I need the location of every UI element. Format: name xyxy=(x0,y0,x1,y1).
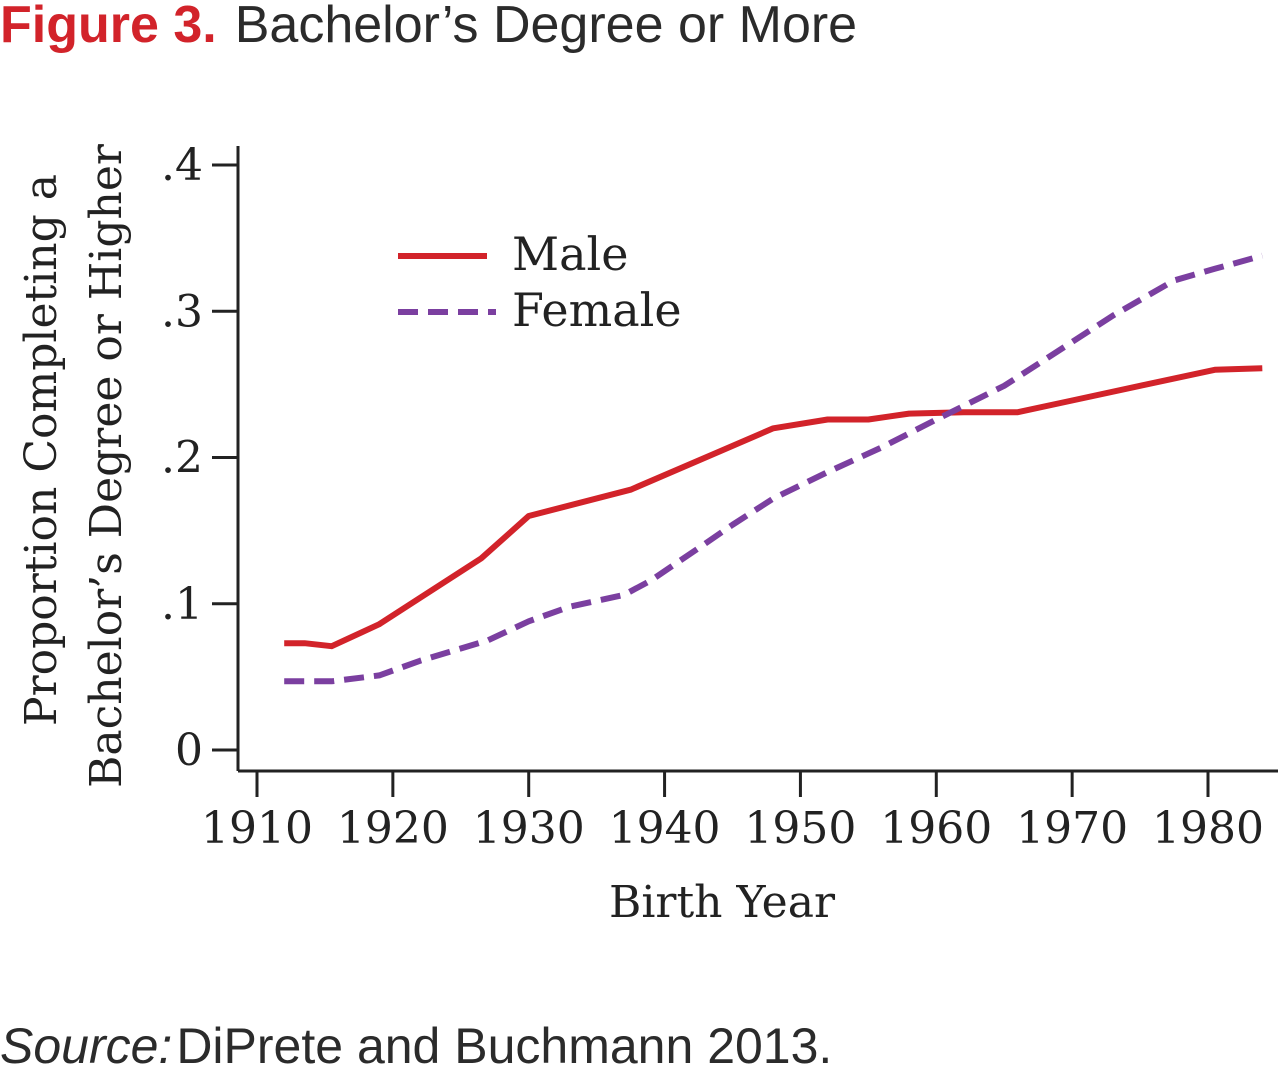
series-line-female xyxy=(284,252,1264,685)
x-tick-label: 1910 xyxy=(201,803,313,854)
x-tick-label: 1950 xyxy=(744,803,856,854)
figure-heading: Figure 3. Bachelor’s Degree or More xyxy=(0,0,857,54)
x-tick-label: 1920 xyxy=(337,803,449,854)
y-tick-label: .3 xyxy=(161,286,203,337)
series-layer xyxy=(284,252,1264,685)
y-ticks: 0 .1 .2 .3 .4 xyxy=(161,140,238,776)
legend-label-female: Female xyxy=(512,283,682,337)
x-tick-label: 1940 xyxy=(609,803,721,854)
y-tick-label: .4 xyxy=(161,140,203,191)
axes xyxy=(236,146,1278,773)
x-tick-label: 1960 xyxy=(880,803,992,854)
y-axis-title-line-1: Proportion Completing a xyxy=(16,174,67,726)
figure-label: Figure 3. xyxy=(0,0,217,54)
figure-title: Bachelor’s Degree or More xyxy=(235,0,857,54)
y-axis-title: Proportion Completing a Bachelor’s Degre… xyxy=(16,143,132,788)
legend: Male Female xyxy=(398,227,682,337)
x-tick-label: 1970 xyxy=(1016,803,1128,854)
x-ticks: 1910 1920 1930 1940 1950 1960 1970 1980 xyxy=(201,771,1264,854)
x-axis-title: Birth Year xyxy=(609,877,836,928)
x-tick-label: 1980 xyxy=(1152,803,1264,854)
y-tick-label: .1 xyxy=(161,579,203,630)
legend-label-male: Male xyxy=(512,227,628,281)
series-line-male xyxy=(284,365,1263,650)
source-prefix: Source: xyxy=(0,1018,172,1067)
source-text: DiPrete and Buchmann 2013. xyxy=(176,1018,832,1067)
source-note: Source: DiPrete and Buchmann 2013. xyxy=(0,1018,832,1067)
y-tick-label: 0 xyxy=(175,725,203,776)
y-tick-label: .2 xyxy=(161,433,203,484)
y-axis-title-line-2: Bachelor’s Degree or Higher xyxy=(81,143,132,788)
x-tick-label: 1930 xyxy=(473,803,585,854)
